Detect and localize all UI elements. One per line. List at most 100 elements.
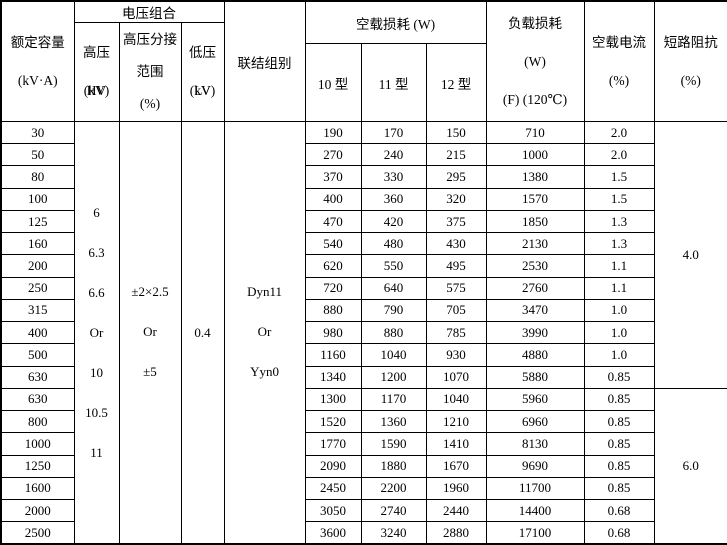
no-load-loss-12-cell: 375 bbox=[425, 209, 487, 234]
table-row: 250 720 640 575 2760 1.1 bbox=[0, 276, 727, 300]
header-type-10: 10 型 bbox=[304, 43, 362, 122]
table-body: 30 6 6.3 6.6 Or 10 10.5 11 ±2×2.5 Or ±5 0.4 Dyn11 Or Y… bbox=[0, 120, 727, 545]
tap-merged-cell-line: Or bbox=[143, 324, 157, 339]
no-load-loss-10-cell: 620 bbox=[304, 254, 362, 278]
capacity-cell: 100 bbox=[0, 187, 75, 211]
capacity-cell: 250 bbox=[0, 276, 75, 300]
capacity-cell: 200 bbox=[0, 254, 75, 278]
hv-merged-cell-line: 10.5 bbox=[85, 405, 108, 420]
no-load-loss-11-cell: 2740 bbox=[360, 498, 427, 523]
header-tap-title: 高压分接 bbox=[123, 32, 177, 47]
header-impedance-title: 短路阻抗 bbox=[663, 34, 718, 50]
no-load-current-cell: 1.5 bbox=[583, 187, 655, 211]
no-load-loss-11-cell: 360 bbox=[360, 187, 427, 211]
header-rated-capacity: 额定容量 (kV·A) bbox=[0, 0, 75, 122]
header-row-1: 额定容量 (kV·A) 电压组合 联结组别 空载损耗 (W) 负载损耗 (W) … bbox=[0, 0, 727, 122]
lv-merged-cell-line: 0.4 bbox=[194, 325, 211, 340]
header-hv-voltage: 高压 HV (kV) bbox=[73, 22, 120, 122]
no-load-loss-11-cell: 640 bbox=[360, 276, 427, 300]
header-load-loss-title: 负载损耗 bbox=[508, 15, 563, 31]
no-load-loss-10-cell: 980 bbox=[304, 321, 362, 345]
no-load-current-cell: 1.0 bbox=[583, 321, 655, 345]
load-loss-cell: 2760 bbox=[485, 276, 585, 300]
no-load-loss-12-cell: 320 bbox=[425, 187, 487, 211]
no-load-current-cell: 1.1 bbox=[583, 254, 655, 278]
no-load-current-cell: 1.3 bbox=[583, 232, 655, 256]
table-row: 30 6 6.3 6.6 Or 10 10.5 11 ±2×2.5 Or ±5 0.4 Dyn11 Or Y… bbox=[0, 120, 727, 545]
hv-merged-cell-line: 6.6 bbox=[88, 285, 105, 300]
no-load-loss-11-cell: 1360 bbox=[360, 410, 427, 434]
load-loss-cell: 3990 bbox=[485, 321, 585, 345]
capacity-cell: 2500 bbox=[0, 521, 75, 545]
capacity-cell: 160 bbox=[0, 232, 75, 256]
no-load-loss-11-cell: 1880 bbox=[360, 454, 427, 478]
table-row: 500 1160 1040 930 4880 1.0 bbox=[0, 343, 727, 367]
capacity-cell: 125 bbox=[0, 209, 75, 234]
no-load-loss-10-cell: 880 bbox=[304, 298, 362, 323]
capacity-cell: 1250 bbox=[0, 454, 75, 478]
no-load-current-cell: 0.85 bbox=[583, 410, 655, 434]
capacity-cell: 630 bbox=[0, 365, 75, 389]
header-load-loss: 负载损耗 (W) (F) (120℃) bbox=[485, 0, 585, 122]
load-loss-cell: 3470 bbox=[485, 298, 585, 323]
no-load-current-cell: 2.0 bbox=[583, 120, 655, 145]
no-load-current-cell: 0.85 bbox=[583, 454, 655, 478]
table-row: 315 880 790 705 3470 1.0 bbox=[0, 298, 727, 323]
load-loss-cell: 2130 bbox=[485, 232, 585, 256]
no-load-loss-12-cell: 1070 bbox=[425, 365, 487, 389]
table-row: 100 400 360 320 1570 1.5 bbox=[0, 187, 727, 211]
hv-merged-cell-line: 6 bbox=[93, 205, 100, 220]
no-load-loss-11-cell: 1590 bbox=[360, 432, 427, 456]
no-load-loss-12-cell: 1040 bbox=[425, 387, 487, 412]
load-loss-cell: 1850 bbox=[485, 209, 585, 234]
no-load-loss-12-cell: 705 bbox=[425, 298, 487, 323]
no-load-loss-11-cell: 480 bbox=[360, 232, 427, 256]
connection-merged-cell-line: Yyn0 bbox=[250, 364, 279, 379]
no-load-loss-10-cell: 1770 bbox=[304, 432, 362, 456]
no-load-current-cell: 1.3 bbox=[583, 209, 655, 234]
no-load-loss-10-cell: 370 bbox=[304, 165, 362, 189]
no-load-loss-10-cell: 540 bbox=[304, 232, 362, 256]
header-load-loss-unit: (W) bbox=[524, 53, 546, 69]
hv-merged-cell-line: Or bbox=[89, 325, 104, 340]
load-loss-cell: 4880 bbox=[485, 343, 585, 367]
no-load-current-cell: 0.68 bbox=[583, 521, 655, 545]
load-loss-cell: 6960 bbox=[485, 410, 585, 434]
no-load-loss-11-cell: 170 bbox=[360, 120, 427, 145]
table-row: 1000 1770 1590 1410 8130 0.85 bbox=[0, 432, 727, 456]
no-load-loss-10-cell: 1520 bbox=[304, 410, 362, 434]
header-short-circuit-impedance: 短路阻抗 (%) bbox=[653, 0, 727, 122]
no-load-loss-12-cell: 215 bbox=[425, 143, 487, 167]
no-load-loss-12-cell: 2440 bbox=[425, 498, 487, 523]
no-load-loss-12-cell: 430 bbox=[425, 232, 487, 256]
no-load-loss-10-cell: 1160 bbox=[304, 343, 362, 367]
header-lv-title: 低压 LV bbox=[189, 45, 216, 98]
no-load-loss-11-cell: 3240 bbox=[360, 521, 427, 545]
no-load-current-cell: 1.1 bbox=[583, 276, 655, 300]
no-load-loss-10-cell: 270 bbox=[304, 143, 362, 167]
header-impedance-unit: (%) bbox=[680, 72, 701, 88]
header-tap-title2: 范围 bbox=[136, 64, 164, 79]
no-load-loss-12-cell: 295 bbox=[425, 165, 487, 189]
no-load-current-cell: 0.85 bbox=[583, 432, 655, 456]
header-load-loss-condition: (F) (120℃) bbox=[502, 91, 568, 107]
header-type-12: 12 型 bbox=[425, 43, 487, 122]
no-load-loss-10-cell: 2090 bbox=[304, 454, 362, 478]
no-load-current-cell: 1.0 bbox=[583, 298, 655, 323]
header-tap-unit: (%) bbox=[139, 96, 161, 111]
no-load-loss-11-cell: 330 bbox=[360, 165, 427, 189]
header-no-load-loss: 空载损耗 (W) bbox=[304, 0, 487, 44]
table-header: 额定容量 (kV·A) 电压组合 联结组别 空载损耗 (W) 负载损耗 (W) … bbox=[0, 0, 727, 122]
hv-merged-cell-line: 11 bbox=[90, 445, 103, 460]
no-load-loss-10-cell: 1340 bbox=[304, 365, 362, 389]
header-connection-group: 联结组别 bbox=[223, 0, 306, 122]
load-loss-cell: 9690 bbox=[485, 454, 585, 478]
header-type-11: 11 型 bbox=[360, 43, 427, 122]
no-load-loss-11-cell: 240 bbox=[360, 143, 427, 167]
no-load-loss-10-cell: 400 bbox=[304, 187, 362, 211]
capacity-cell: 30 bbox=[0, 120, 75, 145]
connection-merged-cell-line: Dyn11 bbox=[247, 284, 282, 299]
capacity-cell: 400 bbox=[0, 321, 75, 345]
table-row: 800 1520 1360 1210 6960 0.85 bbox=[0, 410, 727, 434]
no-load-loss-11-cell: 1040 bbox=[360, 343, 427, 367]
